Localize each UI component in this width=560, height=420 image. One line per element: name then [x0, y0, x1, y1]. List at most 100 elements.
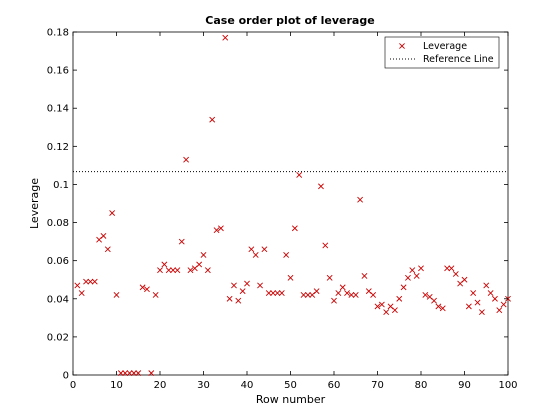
data-point [244, 280, 250, 287]
data-point [104, 246, 111, 253]
data-point [465, 303, 472, 310]
data-point [174, 267, 181, 274]
data-point [418, 265, 424, 272]
data-point [326, 274, 333, 281]
data-point [413, 272, 420, 279]
data-point [252, 252, 259, 258]
y-tick-label: 0.12 [47, 142, 69, 153]
x-axis-label: Row number [256, 393, 326, 406]
data-point [74, 282, 81, 289]
data-point [291, 225, 298, 232]
data-point [452, 271, 459, 277]
data-point [470, 290, 477, 296]
y-tick-label: 0.04 [47, 294, 69, 305]
data-point [217, 225, 224, 232]
data-point [83, 278, 89, 285]
data-point [431, 297, 437, 304]
y-axis-label: Leverage [28, 178, 41, 229]
data-point [461, 276, 468, 283]
data-point [144, 286, 150, 293]
data-point [87, 278, 94, 285]
y-tick-label: 0.14 [47, 104, 69, 115]
data-point [444, 265, 451, 272]
data-point [148, 370, 155, 377]
data-point [492, 295, 498, 302]
data-point [109, 210, 116, 216]
data-point [331, 297, 337, 304]
data-point [122, 370, 129, 377]
y-tick-label: 0.06 [47, 256, 69, 267]
data-point [496, 307, 503, 314]
data-point [187, 267, 194, 274]
data-point [483, 282, 490, 289]
data-point [383, 309, 390, 316]
y-tick-label: 0.16 [47, 66, 69, 77]
data-point [165, 267, 172, 274]
data-point [405, 274, 411, 281]
x-tick-label: 50 [284, 380, 297, 391]
data-point [196, 261, 203, 268]
data-point [300, 292, 307, 298]
x-tick-label: 90 [458, 380, 471, 391]
x-tick-label: 10 [110, 380, 123, 391]
legend-marker-leverage [399, 43, 405, 49]
data-point [396, 295, 403, 302]
data-point [422, 292, 429, 298]
y-tick-label: 0.08 [47, 218, 69, 229]
data-point [157, 267, 163, 274]
y-tick-label: 0.02 [47, 332, 69, 343]
data-point [348, 292, 355, 298]
y-tick-label: 0 [63, 371, 69, 382]
data-point [226, 295, 233, 302]
data-point [270, 290, 277, 296]
x-axis-ticks: 0 10 20 30 40 50 60 70 80 90 100 [70, 32, 518, 391]
data-point [318, 183, 324, 190]
data-point [487, 290, 494, 296]
data-point [370, 292, 377, 298]
data-point [126, 370, 133, 377]
x-tick-label: 60 [328, 380, 341, 391]
data-point [91, 278, 98, 285]
data-point [344, 290, 350, 296]
data-point [287, 274, 294, 281]
data-point [152, 292, 159, 298]
plot-area [72, 31, 509, 376]
data-point [170, 267, 176, 274]
data-point [117, 370, 124, 377]
data-point [261, 246, 268, 253]
x-tick-label: 0 [70, 380, 76, 391]
data-point [335, 290, 342, 296]
data-point [439, 305, 446, 312]
legend-label-leverage: Leverage [423, 41, 467, 52]
data-point [204, 267, 211, 274]
data-point [409, 267, 416, 274]
data-point [357, 196, 364, 203]
data-point [135, 370, 142, 377]
data-point [435, 303, 442, 310]
legend-label-reference-line: Reference Line [423, 54, 494, 65]
data-point [100, 232, 107, 239]
x-tick-label: 100 [498, 380, 517, 391]
data-point [222, 34, 229, 41]
data-point [296, 171, 303, 178]
x-tick-label: 30 [197, 380, 210, 391]
data-point [213, 227, 220, 234]
data-point [257, 282, 263, 289]
y-tick-label: 0.1 [53, 180, 69, 191]
y-axis-ticks: 0 0.02 0.04 0.06 0.08 0.1 0.12 0.14 0.16 0.18 [47, 28, 508, 382]
data-point [139, 284, 146, 291]
data-point [274, 290, 281, 296]
data-point [478, 309, 485, 316]
data-point [474, 299, 481, 306]
chart-title: Case order plot of leverage [205, 14, 374, 27]
data-point [313, 288, 320, 295]
legend: Leverage Reference Line [384, 36, 500, 69]
x-tick-label: 20 [154, 380, 167, 391]
data-point [400, 284, 407, 291]
data-point [378, 301, 385, 308]
data-point [113, 292, 120, 298]
x-tick-label: 40 [241, 380, 254, 391]
data-point [130, 370, 137, 377]
data-point [500, 301, 507, 308]
data-point [448, 265, 455, 272]
